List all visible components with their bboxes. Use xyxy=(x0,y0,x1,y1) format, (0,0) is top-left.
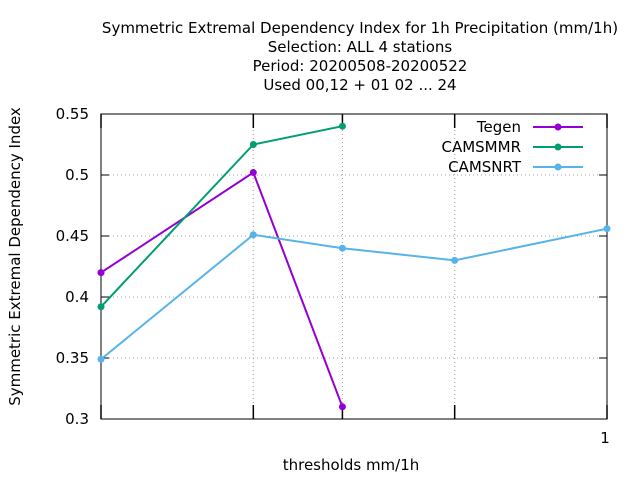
legend-label: CAMSMMR xyxy=(441,138,521,156)
grid-lines xyxy=(101,114,607,419)
y-tick-label: 0.55 xyxy=(56,105,89,123)
x-axis-label: thresholds mm/1h xyxy=(283,456,420,474)
legend-label: Tegen xyxy=(476,118,521,136)
data-point xyxy=(249,169,257,177)
legend-label: CAMSNRT xyxy=(448,158,522,176)
data-point xyxy=(338,403,346,411)
data-point xyxy=(97,355,105,363)
x-axis: 1 xyxy=(100,114,610,447)
data-point xyxy=(603,225,611,233)
y-tick-label: 0.45 xyxy=(56,227,89,245)
data-point xyxy=(249,231,257,239)
series-camsnrt xyxy=(97,225,611,363)
data-point xyxy=(97,303,105,311)
y-tick-label: 0.5 xyxy=(65,166,89,184)
y-axis: 0.3 0.35 0.4 0.45 0.5 0.55 xyxy=(56,105,607,428)
series-line xyxy=(100,227,608,360)
series-camsmmr xyxy=(97,122,346,311)
title-line-2: Period: 20200508-20200522 xyxy=(253,57,468,75)
title-line-1: Selection: ALL 4 stations xyxy=(268,38,453,56)
legend-marker xyxy=(554,163,562,171)
plot-frame xyxy=(100,113,608,420)
data-point xyxy=(338,122,346,130)
y-tick-label: 0.3 xyxy=(65,410,89,428)
x-tick-label: 1 xyxy=(600,429,610,447)
legend-marker xyxy=(554,123,562,131)
y-axis-label: Symmetric Extremal Dependency Index xyxy=(6,107,24,406)
y-tick-label: 0.4 xyxy=(65,288,89,306)
legend-item-camsmmr: CAMSMMR xyxy=(441,138,583,156)
data-point xyxy=(338,244,346,252)
series-line xyxy=(100,125,343,308)
series-tegen xyxy=(97,169,346,411)
legend-item-tegen: Tegen xyxy=(476,118,583,136)
data-point xyxy=(451,256,459,264)
title-line-0: Symmetric Extremal Dependency Index for … xyxy=(102,19,618,37)
chart-title: Symmetric Extremal Dependency Index for … xyxy=(102,19,618,94)
legend-marker xyxy=(554,143,562,151)
legend-item-camsnrt: CAMSNRT xyxy=(448,158,583,176)
data-point xyxy=(249,141,257,148)
legend: Tegen CAMSMMR CAMSNRT xyxy=(441,118,583,176)
series-lines xyxy=(97,122,611,411)
y-tick-label: 0.35 xyxy=(56,349,89,367)
data-point xyxy=(97,269,105,277)
title-line-3: Used 00,12 + 01 02 ... 24 xyxy=(263,76,456,94)
series-line xyxy=(100,171,344,408)
